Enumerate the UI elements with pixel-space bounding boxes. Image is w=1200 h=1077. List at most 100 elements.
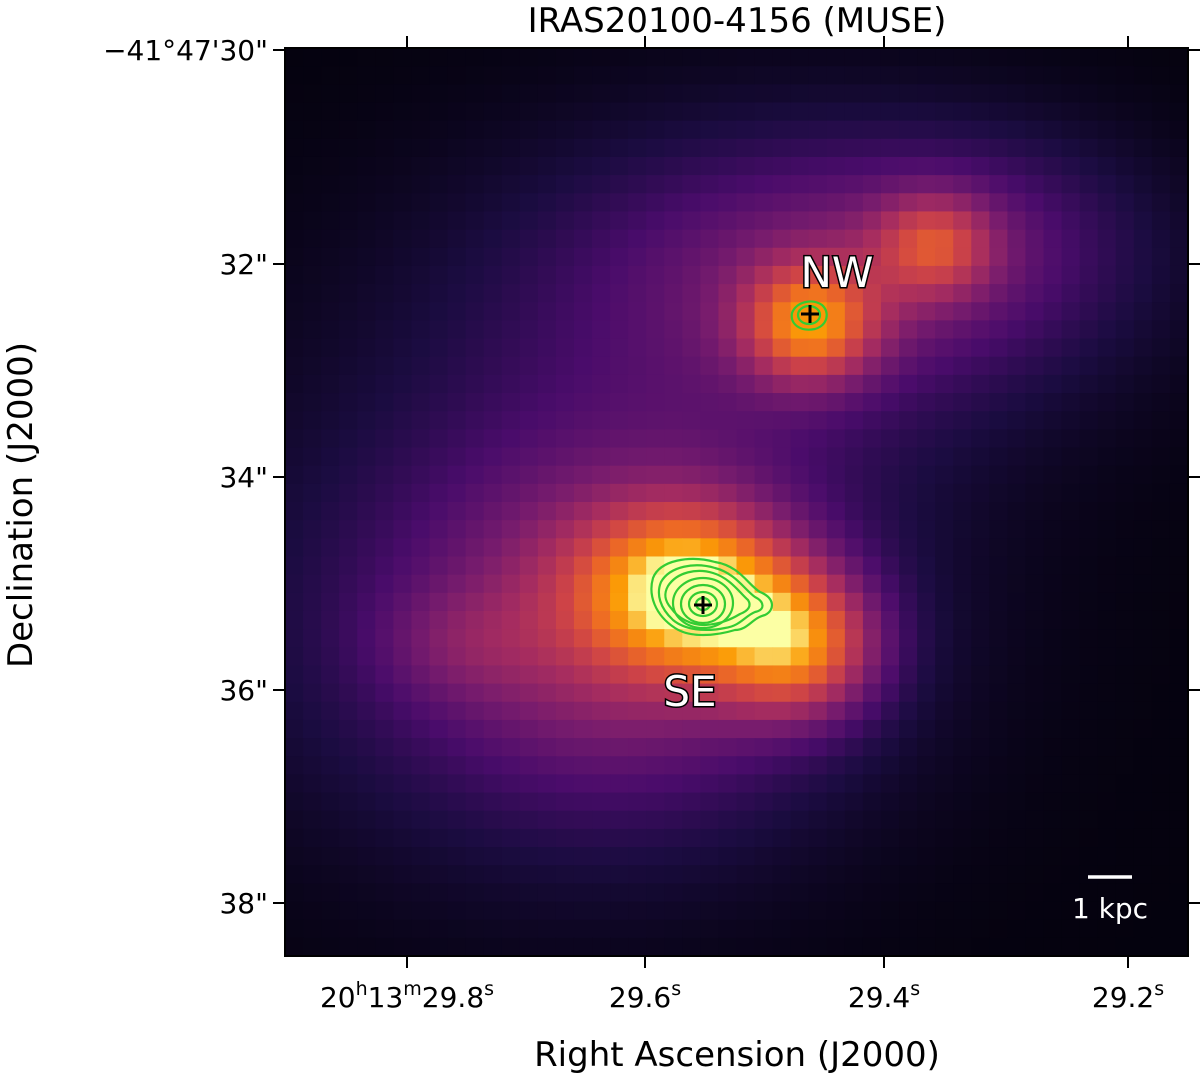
heatmap-pixel: [718, 865, 738, 884]
heatmap-pixel: [1151, 556, 1171, 576]
heatmap-pixel: [592, 647, 611, 667]
heatmap-pixel: [357, 211, 376, 231]
heatmap-pixel: [447, 538, 467, 558]
heatmap-pixel: [1079, 102, 1099, 122]
heatmap-pixel: [555, 756, 575, 775]
heatmap-pixel: [393, 465, 413, 485]
heatmap-pixel: [1097, 156, 1117, 176]
heatmap-pixel: [447, 901, 467, 921]
heatmap-pixel: [754, 211, 774, 231]
heatmap-pixel: [573, 429, 593, 449]
heatmap-pixel: [790, 629, 810, 648]
heatmap-pixel: [899, 175, 918, 194]
heatmap-pixel: [971, 84, 990, 104]
heatmap-pixel: [610, 483, 629, 503]
heatmap-pixel: [555, 738, 575, 757]
heatmap-pixel: [772, 429, 792, 449]
heatmap-pixel: [592, 193, 611, 213]
heatmap-pixel: [989, 792, 1008, 812]
heatmap-pixel: [790, 719, 810, 739]
heatmap-pixel: [700, 284, 720, 303]
heatmap-pixel: [1061, 919, 1081, 939]
heatmap-pixel: [664, 320, 683, 340]
heatmap-pixel: [447, 774, 467, 794]
heatmap-pixel: [971, 356, 990, 376]
label-se: SE: [663, 667, 716, 716]
heatmap-pixel: [610, 429, 629, 449]
heatmap-pixel: [555, 865, 575, 884]
heatmap-pixel: [303, 629, 322, 648]
heatmap-pixel: [808, 647, 828, 667]
heatmap-pixel: [393, 374, 413, 394]
heatmap-pixel: [862, 665, 882, 685]
heatmap-pixel: [285, 411, 304, 430]
heatmap-pixel: [519, 447, 539, 467]
heatmap-pixel: [1115, 229, 1135, 249]
heatmap-pixel: [736, 465, 756, 485]
heatmap-pixel: [917, 211, 936, 231]
heatmap-pixel: [1007, 483, 1027, 503]
heatmap-pixel: [339, 411, 358, 430]
heatmap-pixel: [899, 465, 918, 485]
heatmap-pixel: [1025, 865, 1045, 884]
heatmap-pixel: [971, 393, 990, 412]
heatmap-pixel: [537, 701, 557, 721]
heatmap-pixel: [465, 84, 485, 104]
heatmap-pixel: [628, 828, 647, 848]
heatmap-pixel: [375, 847, 394, 866]
heatmap-pixel: [537, 792, 557, 812]
heatmap-pixel: [790, 647, 810, 667]
heatmap-pixel: [357, 828, 376, 848]
heatmap-pixel: [754, 84, 774, 104]
heatmap-pixel: [447, 738, 467, 757]
heatmap-pixel: [880, 193, 900, 213]
heatmap-pixel: [628, 48, 647, 67]
heatmap-pixel: [375, 483, 394, 503]
heatmap-pixel: [1169, 265, 1189, 285]
heatmap-pixel: [573, 48, 593, 67]
heatmap-pixel: [935, 175, 954, 194]
heatmap-pixel: [303, 792, 322, 812]
heatmap-pixel: [429, 374, 449, 394]
heatmap-pixel: [844, 683, 864, 703]
heatmap-pixel: [790, 828, 810, 848]
heatmap-pixel: [537, 247, 557, 267]
heatmap-pixel: [718, 102, 738, 122]
heatmap-pixel: [935, 919, 954, 939]
heatmap-pixel: [1025, 48, 1045, 67]
heatmap-pixel: [718, 683, 738, 703]
heatmap-pixel: [501, 465, 521, 485]
heatmap-pixel: [1043, 901, 1063, 921]
heatmap-pixel: [844, 465, 864, 485]
heatmap-pixel: [610, 193, 629, 213]
heatmap-pixel: [899, 792, 918, 812]
heatmap-pixel: [501, 502, 521, 521]
heatmap-pixel: [1097, 647, 1117, 667]
heatmap-pixel: [573, 738, 593, 757]
heatmap-pixel: [736, 647, 756, 667]
heatmap-pixel: [393, 592, 413, 612]
heatmap-pixel: [321, 538, 340, 558]
heatmap-pixel: [862, 574, 882, 594]
heatmap-pixel: [953, 66, 972, 85]
heatmap-pixel: [1115, 847, 1135, 866]
heatmap-pixel: [1151, 738, 1171, 757]
heatmap-pixel: [971, 302, 990, 321]
heatmap-pixel: [501, 120, 521, 140]
heatmap-pixel: [483, 919, 503, 939]
heatmap-pixel: [465, 247, 485, 267]
heatmap-pixel: [646, 756, 665, 775]
heatmap-pixel: [1151, 592, 1171, 612]
heatmap-pixel: [899, 520, 918, 539]
scale-bar: 1 kpc: [1072, 875, 1148, 925]
heatmap-pixel: [1133, 701, 1153, 721]
heatmap-pixel: [772, 483, 792, 503]
heatmap-pixel: [664, 538, 683, 558]
heatmap-pixel: [808, 393, 828, 412]
heatmap-pixel: [375, 393, 394, 412]
heatmap-pixel: [700, 120, 720, 140]
heatmap-pixel: [555, 683, 575, 703]
heatmap-pixel: [1097, 102, 1117, 122]
heatmap-pixel: [646, 356, 665, 376]
heatmap-pixel: [483, 465, 503, 485]
